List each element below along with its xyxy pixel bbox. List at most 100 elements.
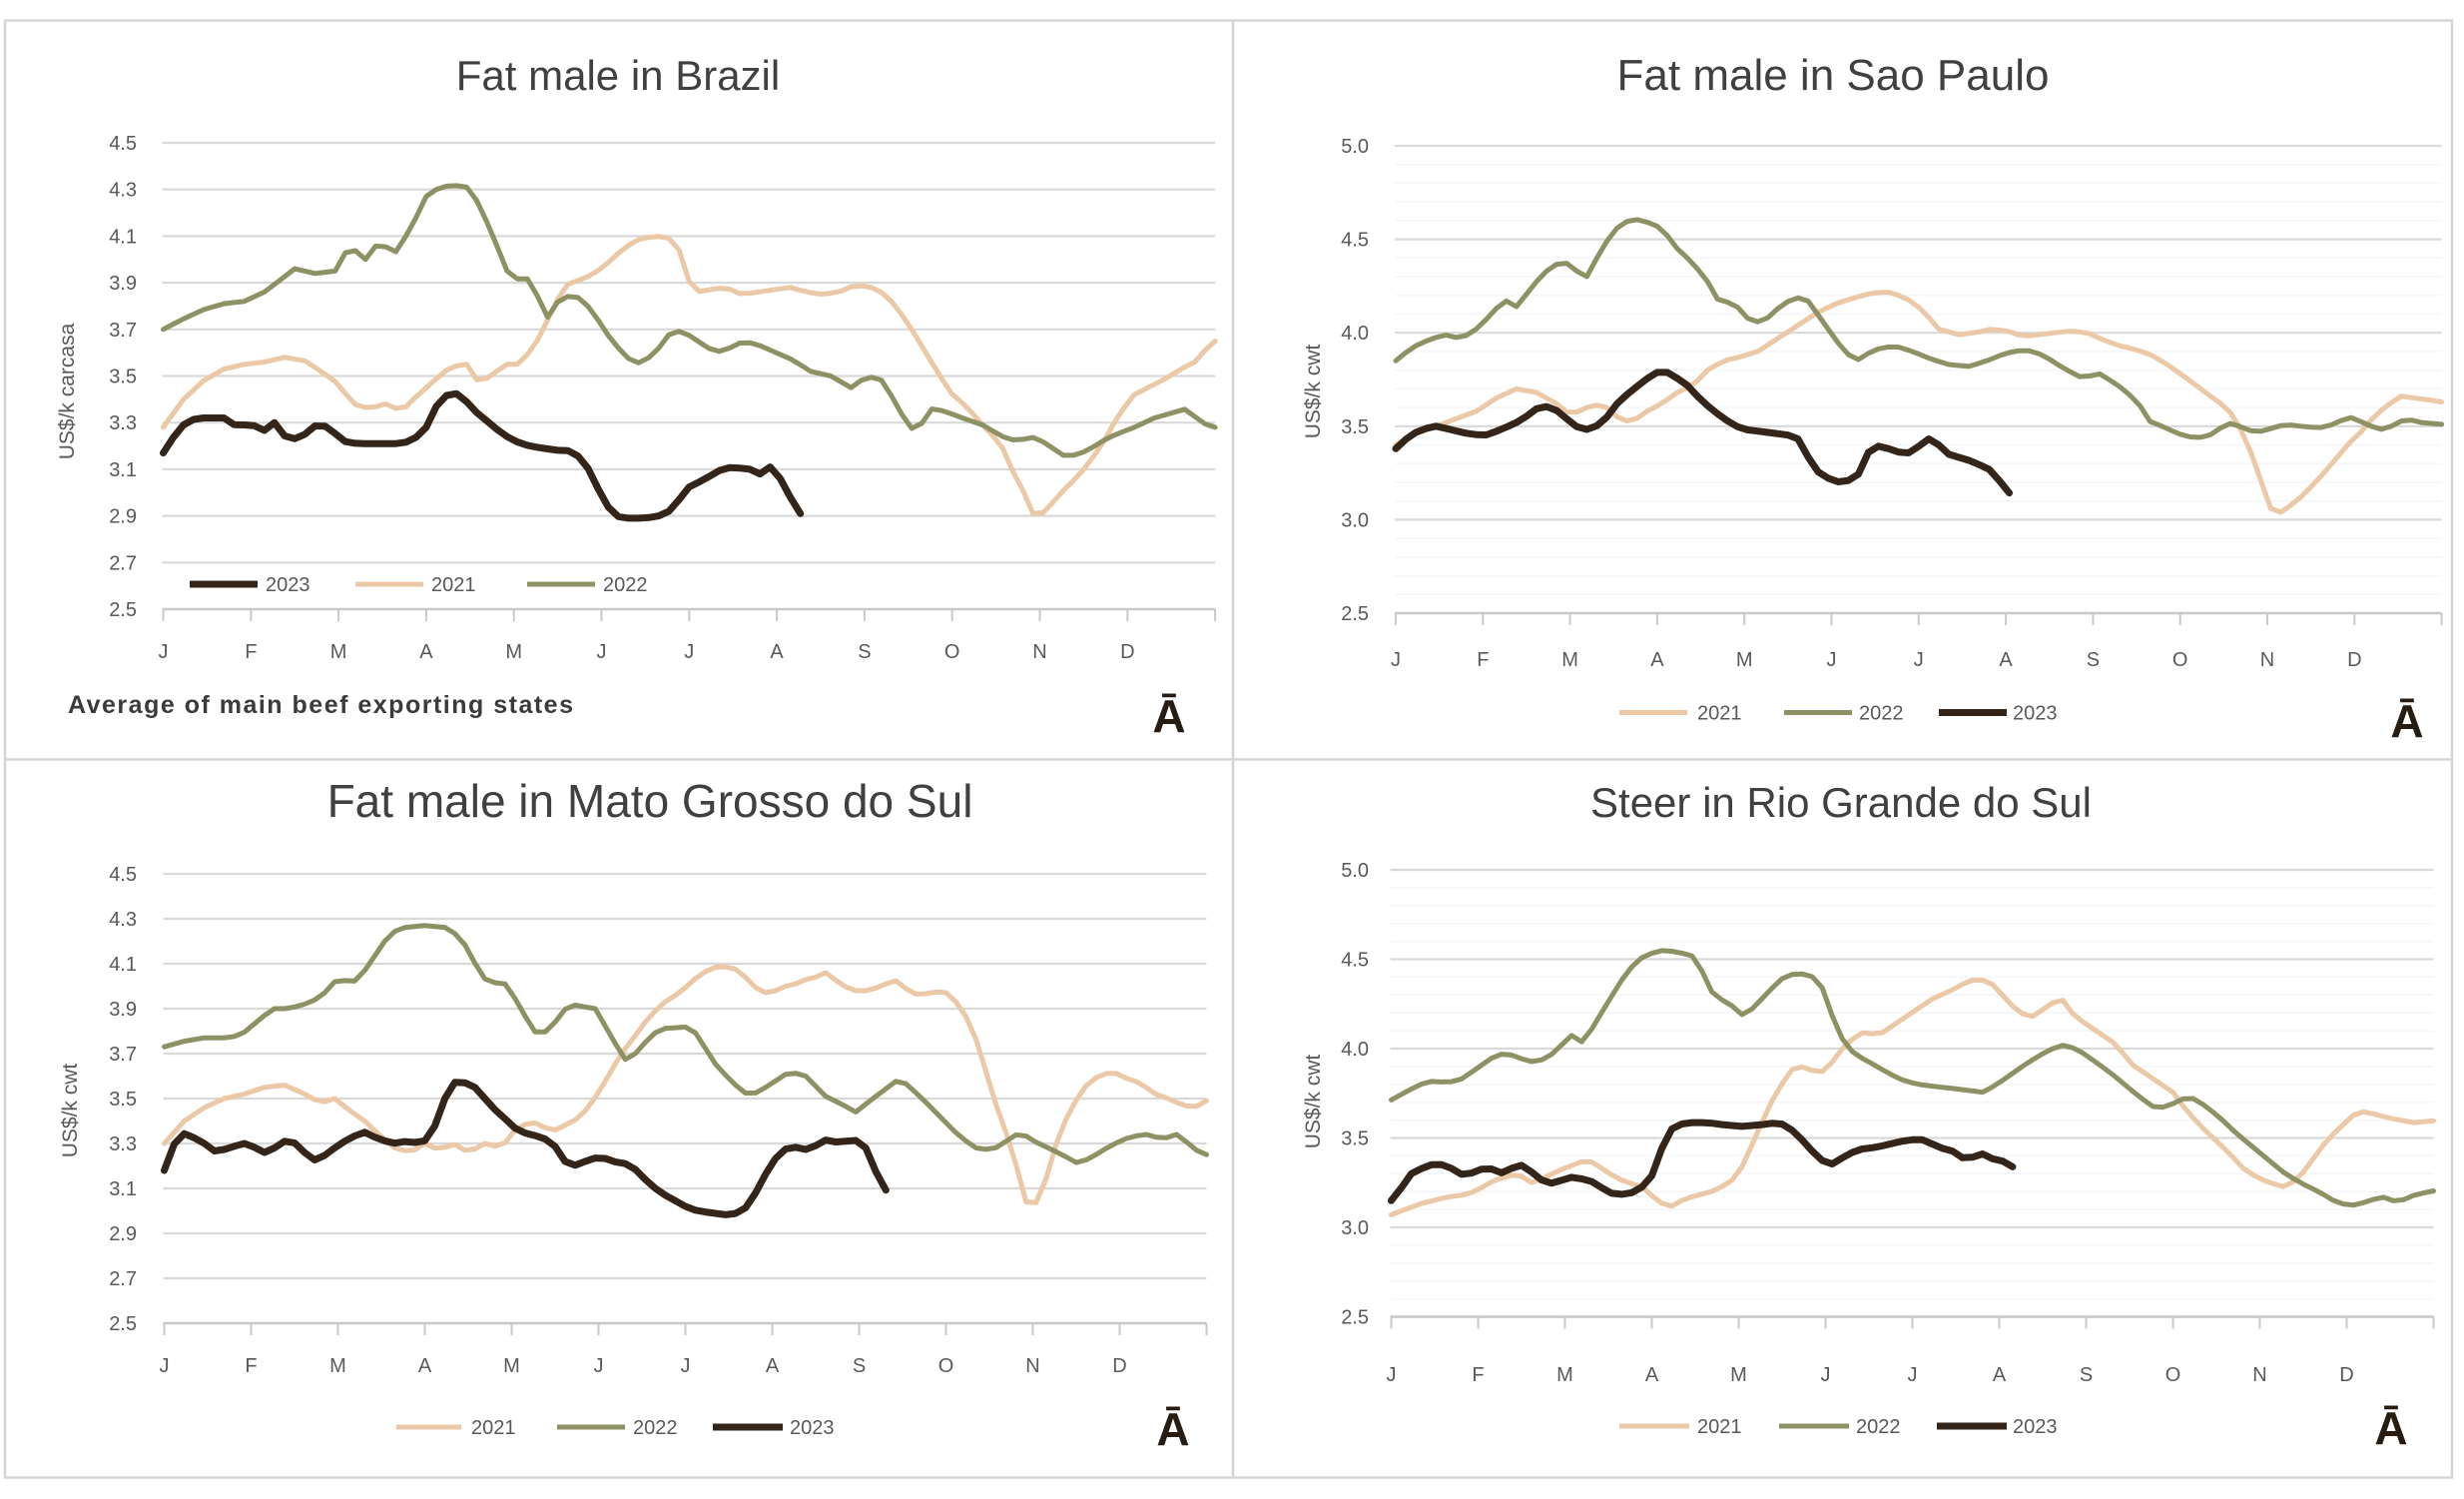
svg-text:2022: 2022: [1859, 703, 1904, 725]
svg-text:3.0: 3.0: [1341, 1217, 1369, 1239]
svg-text:F: F: [245, 1355, 257, 1377]
svg-text:O: O: [2172, 649, 2188, 671]
svg-text:Steer in Rio Grande do Sul: Steer in Rio Grande do Sul: [1590, 779, 2092, 826]
svg-text:Fat male in Mato Grosso do Sul: Fat male in Mato Grosso do Sul: [327, 775, 973, 827]
svg-text:3.5: 3.5: [1341, 1128, 1369, 1150]
svg-text:A: A: [418, 1355, 432, 1377]
svg-text:2022: 2022: [633, 1417, 678, 1439]
svg-text:J: J: [681, 1355, 691, 1377]
svg-text:US$/k carcasa: US$/k carcasa: [56, 323, 79, 459]
svg-text:D: D: [2339, 1364, 2353, 1386]
svg-text:O: O: [938, 1355, 954, 1377]
svg-text:Average of main beef exporting: Average of main beef exporting states: [68, 691, 574, 719]
svg-text:F: F: [245, 641, 257, 663]
svg-text:M: M: [1561, 649, 1578, 671]
svg-text:F: F: [1477, 649, 1489, 671]
svg-text:A: A: [419, 641, 433, 663]
svg-text:4.0: 4.0: [1341, 1039, 1369, 1061]
svg-text:4.5: 4.5: [1341, 950, 1369, 972]
svg-text:3.5: 3.5: [109, 367, 137, 388]
svg-text:2021: 2021: [471, 1417, 516, 1439]
svg-text:A: A: [766, 1355, 780, 1377]
svg-text:J: J: [160, 1355, 170, 1377]
svg-text:S: S: [2087, 649, 2100, 671]
svg-text:US$/k cwt: US$/k cwt: [59, 1064, 82, 1158]
svg-text:N: N: [1032, 641, 1046, 663]
svg-text:2.5: 2.5: [1341, 1307, 1369, 1329]
svg-text:4.3: 4.3: [109, 909, 137, 931]
svg-text:J: J: [594, 1355, 604, 1377]
svg-text:Ā: Ā: [1156, 1403, 1189, 1455]
svg-text:2021: 2021: [1697, 1416, 1742, 1438]
svg-text:2022: 2022: [1856, 1416, 1901, 1438]
svg-text:M: M: [1556, 1364, 1573, 1386]
svg-text:3.3: 3.3: [109, 1133, 137, 1155]
svg-text:4.0: 4.0: [1341, 323, 1369, 345]
svg-text:J: J: [159, 641, 169, 663]
svg-text:4.1: 4.1: [109, 954, 137, 976]
svg-text:J: J: [1387, 1364, 1397, 1386]
svg-text:J: J: [1821, 1364, 1831, 1386]
svg-text:O: O: [944, 641, 960, 663]
svg-text:3.1: 3.1: [109, 459, 137, 481]
svg-text:A: A: [1999, 649, 2013, 671]
svg-text:4.5: 4.5: [1341, 230, 1369, 252]
svg-text:M: M: [505, 641, 522, 663]
svg-text:3.9: 3.9: [109, 999, 137, 1021]
svg-text:US$/k cwt: US$/k cwt: [1302, 345, 1325, 439]
svg-text:3.0: 3.0: [1341, 509, 1369, 531]
svg-text:2.7: 2.7: [109, 1268, 137, 1290]
svg-text:D: D: [1112, 1355, 1126, 1377]
svg-text:2023: 2023: [266, 574, 310, 596]
svg-text:A: A: [1645, 1364, 1659, 1386]
svg-text:3.7: 3.7: [109, 1044, 137, 1066]
svg-text:5.0: 5.0: [1341, 136, 1369, 158]
svg-text:J: J: [1827, 649, 1837, 671]
svg-text:J: J: [1908, 1364, 1918, 1386]
svg-text:J: J: [684, 641, 694, 663]
svg-text:S: S: [853, 1355, 866, 1377]
svg-text:3.5: 3.5: [109, 1089, 137, 1111]
svg-text:2.5: 2.5: [109, 599, 137, 621]
svg-text:D: D: [2347, 649, 2361, 671]
svg-text:J: J: [1391, 649, 1401, 671]
svg-text:2021: 2021: [431, 574, 476, 596]
svg-text:5.0: 5.0: [1341, 860, 1369, 882]
svg-text:M: M: [330, 641, 347, 663]
svg-text:2022: 2022: [603, 574, 648, 596]
svg-text:M: M: [329, 1355, 346, 1377]
svg-text:2.9: 2.9: [109, 1223, 137, 1245]
svg-text:2023: 2023: [2013, 1416, 2058, 1438]
svg-text:3.1: 3.1: [109, 1178, 137, 1200]
svg-text:2.9: 2.9: [109, 506, 137, 528]
svg-text:N: N: [1025, 1355, 1039, 1377]
svg-text:Fat male in Brazil: Fat male in Brazil: [456, 52, 780, 99]
svg-text:F: F: [1472, 1364, 1484, 1386]
svg-text:M: M: [1730, 1364, 1747, 1386]
svg-text:S: S: [2080, 1364, 2093, 1386]
svg-text:3.7: 3.7: [109, 320, 137, 342]
svg-text:US$/k cwt: US$/k cwt: [1302, 1055, 1325, 1149]
svg-text:A: A: [770, 641, 784, 663]
svg-text:J: J: [597, 641, 607, 663]
svg-text:Ā: Ā: [2390, 695, 2423, 747]
svg-text:2023: 2023: [2013, 703, 2058, 725]
svg-text:2021: 2021: [1697, 703, 1742, 725]
svg-text:4.5: 4.5: [109, 864, 137, 886]
svg-text:J: J: [1914, 649, 1924, 671]
svg-text:Ā: Ā: [1152, 690, 1185, 742]
svg-text:S: S: [858, 641, 871, 663]
svg-text:2023: 2023: [790, 1417, 835, 1439]
svg-text:4.1: 4.1: [109, 226, 137, 248]
svg-text:2.5: 2.5: [1341, 603, 1369, 625]
svg-text:D: D: [1120, 641, 1134, 663]
svg-text:3.9: 3.9: [109, 273, 137, 295]
svg-text:2.5: 2.5: [109, 1313, 137, 1335]
svg-text:3.3: 3.3: [109, 412, 137, 434]
svg-text:3.5: 3.5: [1341, 416, 1369, 438]
svg-text:A: A: [1650, 649, 1664, 671]
svg-text:M: M: [1736, 649, 1753, 671]
svg-text:O: O: [2165, 1364, 2181, 1386]
svg-text:M: M: [503, 1355, 520, 1377]
svg-text:4.3: 4.3: [109, 180, 137, 202]
